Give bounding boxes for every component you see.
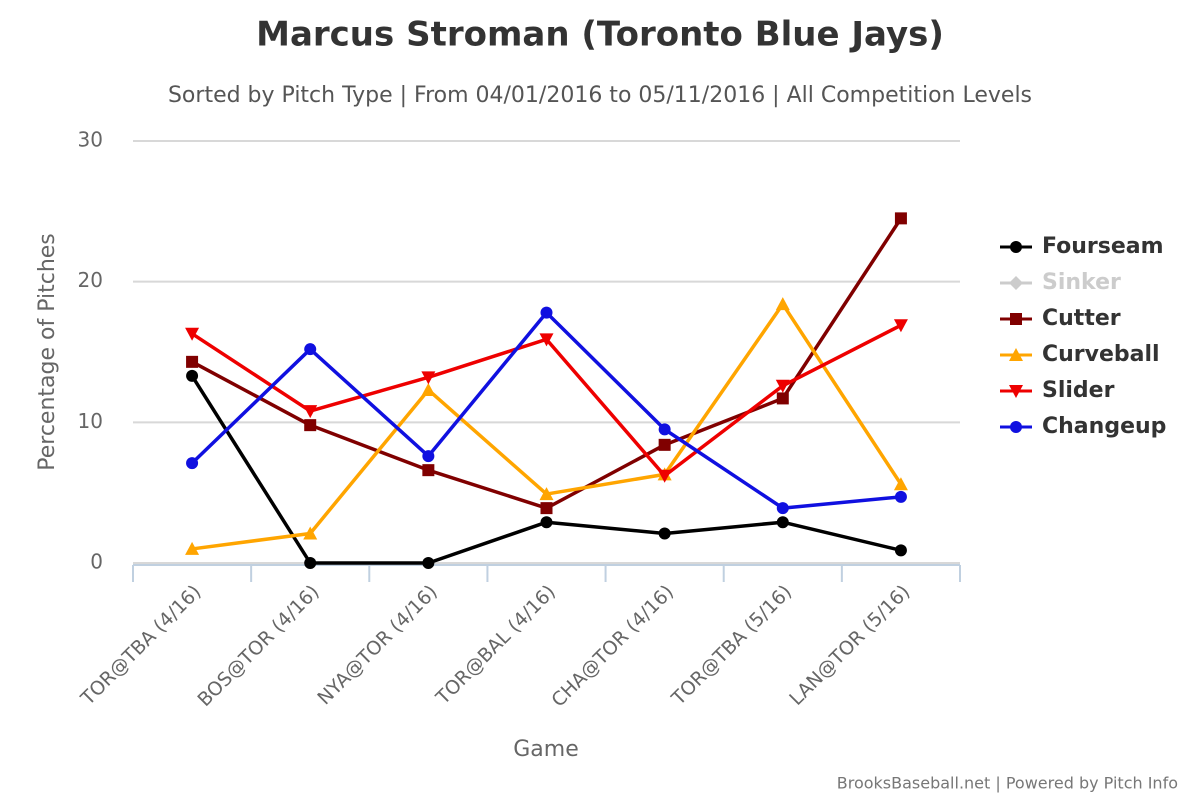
data-point <box>303 526 318 540</box>
data-point <box>304 557 317 569</box>
data-point <box>894 544 907 557</box>
data-point <box>304 419 317 432</box>
data-point <box>185 327 200 341</box>
data-point <box>776 516 789 529</box>
legend-marker <box>1010 313 1022 325</box>
x-tick-label: NYA@TOR (4/16) <box>313 581 441 709</box>
series-line <box>191 323 902 478</box>
x-tick-label: CHA@TOR (4/16) <box>547 581 678 712</box>
legend-label: Fourseam <box>1042 234 1164 259</box>
x-tick-label: TOR@TBA (4/16) <box>76 581 205 710</box>
data-point <box>421 371 436 385</box>
data-point <box>893 319 908 333</box>
credit: BrooksBaseball.net | Powered by Pitch In… <box>837 774 1178 793</box>
legend-marker <box>1010 241 1022 253</box>
y-tick-label: 10 <box>78 409 103 433</box>
data-point <box>894 490 907 503</box>
legend-marker <box>1009 276 1023 290</box>
y-tick-label: 20 <box>78 268 103 292</box>
data-point <box>775 297 790 311</box>
y-tick-label: 0 <box>90 550 103 574</box>
x-tick-label: TOR@TBA (5/16) <box>667 581 796 710</box>
data-point <box>776 392 789 405</box>
data-point <box>303 405 318 419</box>
data-point <box>658 438 671 451</box>
data-point <box>186 355 199 368</box>
chart-subtitle: Sorted by Pitch Type | From 04/01/2016 t… <box>168 83 1032 108</box>
data-point <box>894 212 907 225</box>
data-point <box>539 487 554 501</box>
data-point <box>185 541 200 555</box>
data-point <box>422 557 435 569</box>
data-point <box>893 477 908 491</box>
legend-marker <box>1010 421 1022 433</box>
data-point <box>658 423 671 436</box>
x-tick-label: BOS@TOR (4/16) <box>194 581 324 711</box>
data-point <box>657 469 672 483</box>
data-point <box>186 369 199 382</box>
data-point <box>186 457 199 470</box>
x-tick-label: TOR@BAL (4/16) <box>431 581 560 710</box>
data-point <box>776 502 789 515</box>
data-point <box>775 379 790 393</box>
data-point <box>658 527 671 540</box>
legend-marker <box>1009 348 1023 361</box>
data-point <box>540 516 553 529</box>
x-tick-label: LAN@TOR (5/16) <box>785 581 914 710</box>
data-point <box>422 450 435 463</box>
legend-label: Slider <box>1042 378 1115 403</box>
y-tick-label: 30 <box>78 128 103 152</box>
legend-label: Curveball <box>1042 342 1160 367</box>
legend-label: Cutter <box>1042 306 1121 331</box>
data-point <box>539 333 554 347</box>
legend-marker <box>1009 385 1023 398</box>
legend-label: Sinker <box>1042 270 1121 295</box>
x-axis-title: Game <box>513 737 579 762</box>
data-point <box>540 306 553 319</box>
data-point <box>540 502 553 515</box>
series-line <box>191 217 903 510</box>
y-axis-title: Percentage of Pitches <box>35 233 60 471</box>
chart-title: Marcus Stroman (Toronto Blue Jays) <box>256 15 944 55</box>
data-point <box>421 382 436 396</box>
data-point <box>304 343 317 356</box>
legend-label: Changeup <box>1042 414 1166 439</box>
data-point <box>422 464 435 477</box>
